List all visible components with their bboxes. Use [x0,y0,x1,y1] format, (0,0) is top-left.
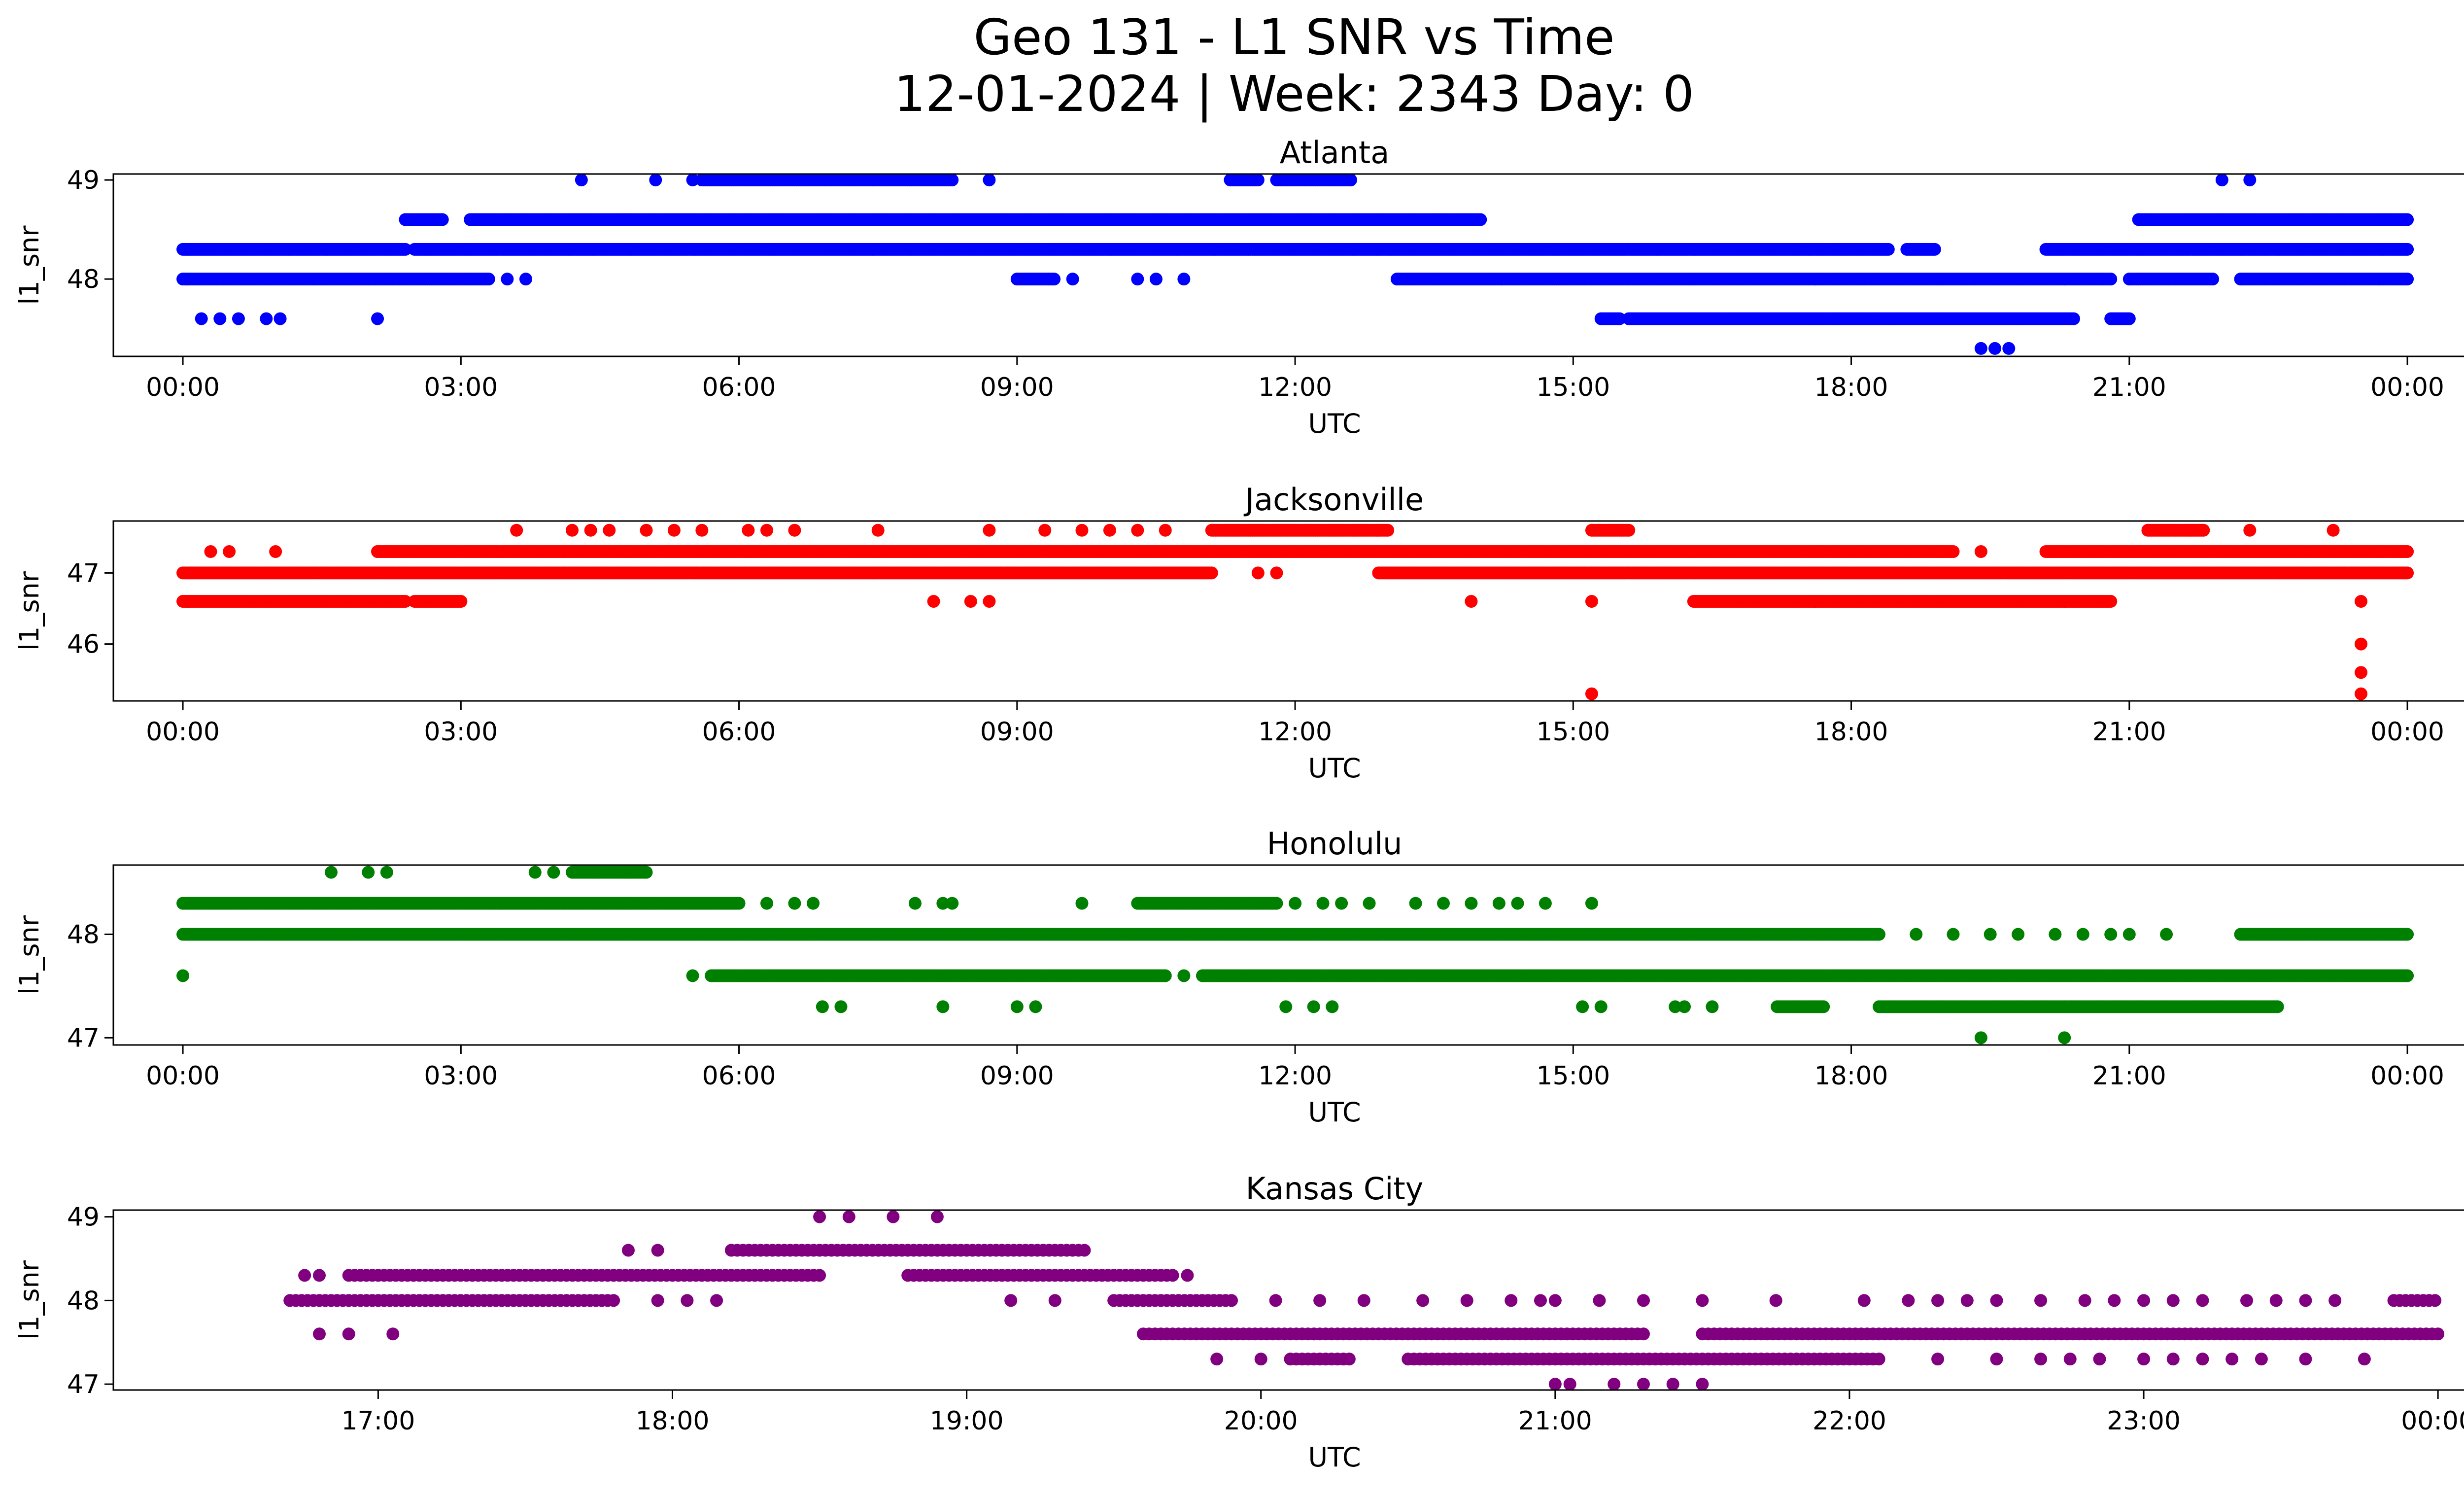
data-point [1974,342,1987,355]
atlanta-x-tick-label: 06:00 [702,373,776,402]
atlanta-series-47-6 [1594,312,2136,325]
figure-title-line-2: 12-01-2024 | Week: 2343 Day: 0 [894,65,1694,123]
data-point [1251,174,1265,187]
data-point [2206,273,2220,286]
atlanta-series-48-6 [399,213,2414,226]
figure-title-line-1: Geo 131 - L1 SNR vs Time [974,8,1615,66]
data-point [2215,174,2228,187]
atlanta-x-tick-label: 09:00 [980,373,1054,402]
data-point [213,312,227,325]
atlanta-x-axis-label: UTC [1308,408,1361,439]
atlanta-axes-frame [112,173,2464,357]
data-point [1988,342,2002,355]
data-point [2122,312,2136,325]
atlanta-x-tick-label: 00:00 [146,373,220,402]
data-point [195,312,208,325]
data-point [2401,273,2414,286]
data-point [686,174,699,187]
data-point [260,312,273,325]
data-point [436,213,449,226]
atlanta-x-tick-label: 12:00 [1258,373,1332,402]
data-point [1205,566,1218,580]
jacksonville-scatter-points [176,523,2414,700]
atlanta-y-tick-label: 48 [67,265,100,294]
data-point [1882,243,1895,256]
atlanta-y-axis-label: l1_snr [14,225,45,305]
data-point [2401,566,2414,580]
atlanta-series-49 [695,174,1357,187]
data-point [399,243,412,256]
data-point [371,312,384,325]
data-point [1131,273,1144,286]
jacksonville-series-47-3 [371,545,2414,558]
data-point [2401,243,2414,256]
data-point [2104,273,2118,286]
atlanta-x-tick-label: 15:00 [1536,373,1610,402]
data-point [232,312,245,325]
atlanta-y-tick-label: 49 [67,166,100,195]
data-point [2104,595,2118,608]
atlanta-x-tick-label: 03:00 [424,373,498,402]
jacksonville-series-46-6 [176,595,2118,608]
data-point [1066,273,1079,286]
data-point [501,273,514,286]
data-point [274,312,287,325]
data-point [1474,213,1487,226]
atlanta-series-48-3 [176,243,2414,256]
data-point [2243,174,2257,187]
jacksonville-panel: Jacksonville UTC l1_snr 00:00 03:00 06:00 0… [14,482,2464,784]
data-point [946,174,959,187]
data-point [1928,243,1941,256]
atlanta-x-tick-label: 18:00 [1814,373,1888,402]
data-point [454,595,468,608]
data-point [649,174,662,187]
data-point [1344,174,1357,187]
data-point [482,273,495,286]
atlanta-outlier-points [195,174,2257,355]
data-point [1177,273,1191,286]
jacksonville-x-axis-label: UTC [1308,753,1361,784]
data-point [2067,312,2080,325]
data-point [1149,273,1163,286]
data-point [2002,342,2016,355]
data-point [519,273,532,286]
jacksonville-panel-title: Jacksonville [1243,482,1424,518]
data-point [575,174,588,187]
atlanta-panel: Atlanta UTC l1_snr 00:00 03:00 06:00 09:00 1… [14,135,2464,439]
atlanta-scatter-points [176,174,2414,355]
atlanta-x-tick-label: 00:00 [2370,373,2444,402]
data-point [1048,273,1061,286]
atlanta-panel-title: Atlanta [1280,135,1389,171]
jacksonville-series-47 [176,566,2414,580]
jacksonville-y-axis-label: l1_snr [14,571,45,651]
atlanta-x-tick-label: 21:00 [2092,373,2166,402]
data-point [2401,213,2414,226]
data-point [983,174,996,187]
